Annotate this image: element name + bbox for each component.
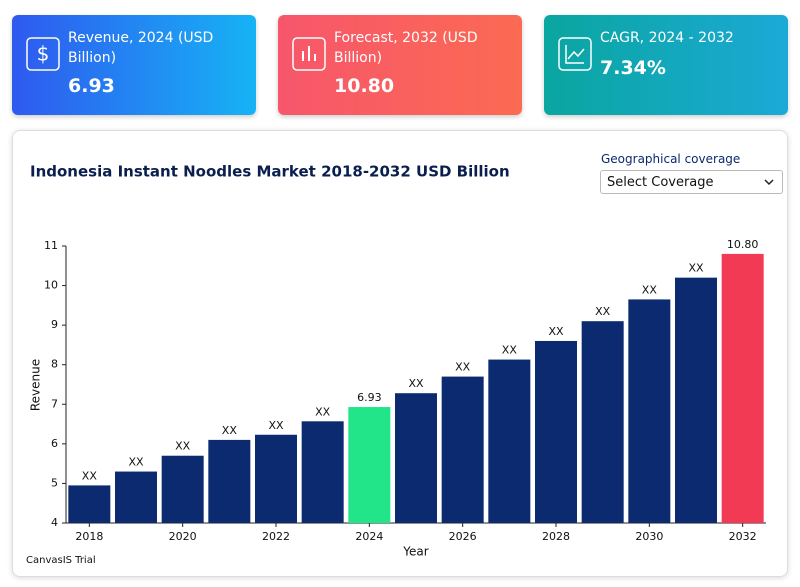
kpi-card: CAGR, 2024 - 2032 7.34%: [544, 15, 788, 115]
value-label: XX: [455, 361, 471, 374]
bar: [675, 277, 717, 523]
bar: [488, 359, 531, 523]
y-tick-label: 8: [51, 358, 58, 371]
bar: [115, 471, 157, 523]
x-tick-label: 2022: [262, 530, 290, 543]
dollar-icon: $: [26, 37, 60, 71]
chevron: [764, 179, 774, 186]
coverage-select[interactable]: Select Coverage: [600, 170, 783, 194]
value-label: XX: [548, 325, 564, 338]
bar: [255, 434, 297, 523]
value-label: XX: [222, 424, 238, 437]
x-axis-title: Year: [402, 545, 428, 559]
value-label: XX: [642, 283, 658, 296]
y-tick-label: 6: [51, 437, 58, 450]
bar: [208, 439, 251, 523]
value-label: XX: [688, 262, 704, 275]
bar: [348, 407, 391, 523]
y-tick-label: 7: [51, 397, 58, 410]
x-tick-label: 2020: [169, 530, 197, 543]
bar: [581, 321, 624, 523]
kpi-label: Revenue, 2024 (USD Billion): [68, 30, 214, 66]
value-label: XX: [595, 305, 611, 318]
kpi-value: 6.93: [68, 75, 115, 97]
value-label: XX: [175, 440, 191, 453]
x-tick-label: 2032: [729, 530, 757, 543]
x-tick-label: 2030: [635, 530, 663, 543]
x-tick-label: 2028: [542, 530, 570, 543]
kpi-value: 7.34%: [600, 57, 666, 79]
x-tick-label: 2018: [75, 530, 103, 543]
value-label: XX: [408, 377, 424, 390]
trend-icon: [558, 37, 592, 71]
x-tick-label: 2024: [355, 530, 383, 543]
kpi-label: CAGR, 2024 - 2032: [600, 30, 734, 46]
y-axis-title: Revenue: [29, 359, 43, 411]
x-tick-label: 2026: [449, 530, 477, 543]
filter-label: Geographical coverage: [601, 152, 741, 166]
chart-panel: Geographical coverage Select Coverage: [12, 130, 788, 577]
y-tick-label: 11: [44, 239, 58, 252]
bar: [395, 393, 437, 523]
bar: [535, 340, 577, 523]
select-text: Select Coverage: [607, 175, 714, 190]
y-tick-label: 9: [51, 318, 58, 331]
kpi-label: Forecast, 2032 (USD Billion): [334, 30, 478, 66]
footer: CanvasIS Trial: [26, 555, 96, 566]
chart-title: Indonesia Instant Noodles Market 2018-20…: [30, 163, 510, 181]
value-label: 6.93: [357, 391, 382, 404]
bar: [721, 253, 764, 523]
value-label: XX: [82, 469, 98, 482]
kpi-card: $ Revenue, 2024 (USD Billion) 6.93: [12, 15, 256, 115]
bars-icon: [292, 37, 326, 71]
value-label: XX: [268, 419, 284, 432]
y-tick-label: 5: [51, 476, 58, 489]
bar: [301, 421, 344, 523]
bar: [628, 299, 671, 523]
svg-text:$: $: [37, 42, 50, 66]
y-tick-label: 4: [51, 516, 58, 529]
bar: [161, 455, 204, 523]
value-label: XX: [128, 456, 144, 469]
value-label: XX: [315, 405, 331, 418]
kpi-card: Forecast, 2032 (USD Billion) 10.80: [278, 15, 522, 115]
y-tick-label: 10: [44, 279, 58, 292]
value-label: XX: [502, 344, 518, 357]
bar: [68, 485, 111, 523]
bar: [441, 376, 484, 523]
value-label: 10.80: [727, 238, 759, 251]
kpi-value: 10.80: [334, 75, 395, 97]
